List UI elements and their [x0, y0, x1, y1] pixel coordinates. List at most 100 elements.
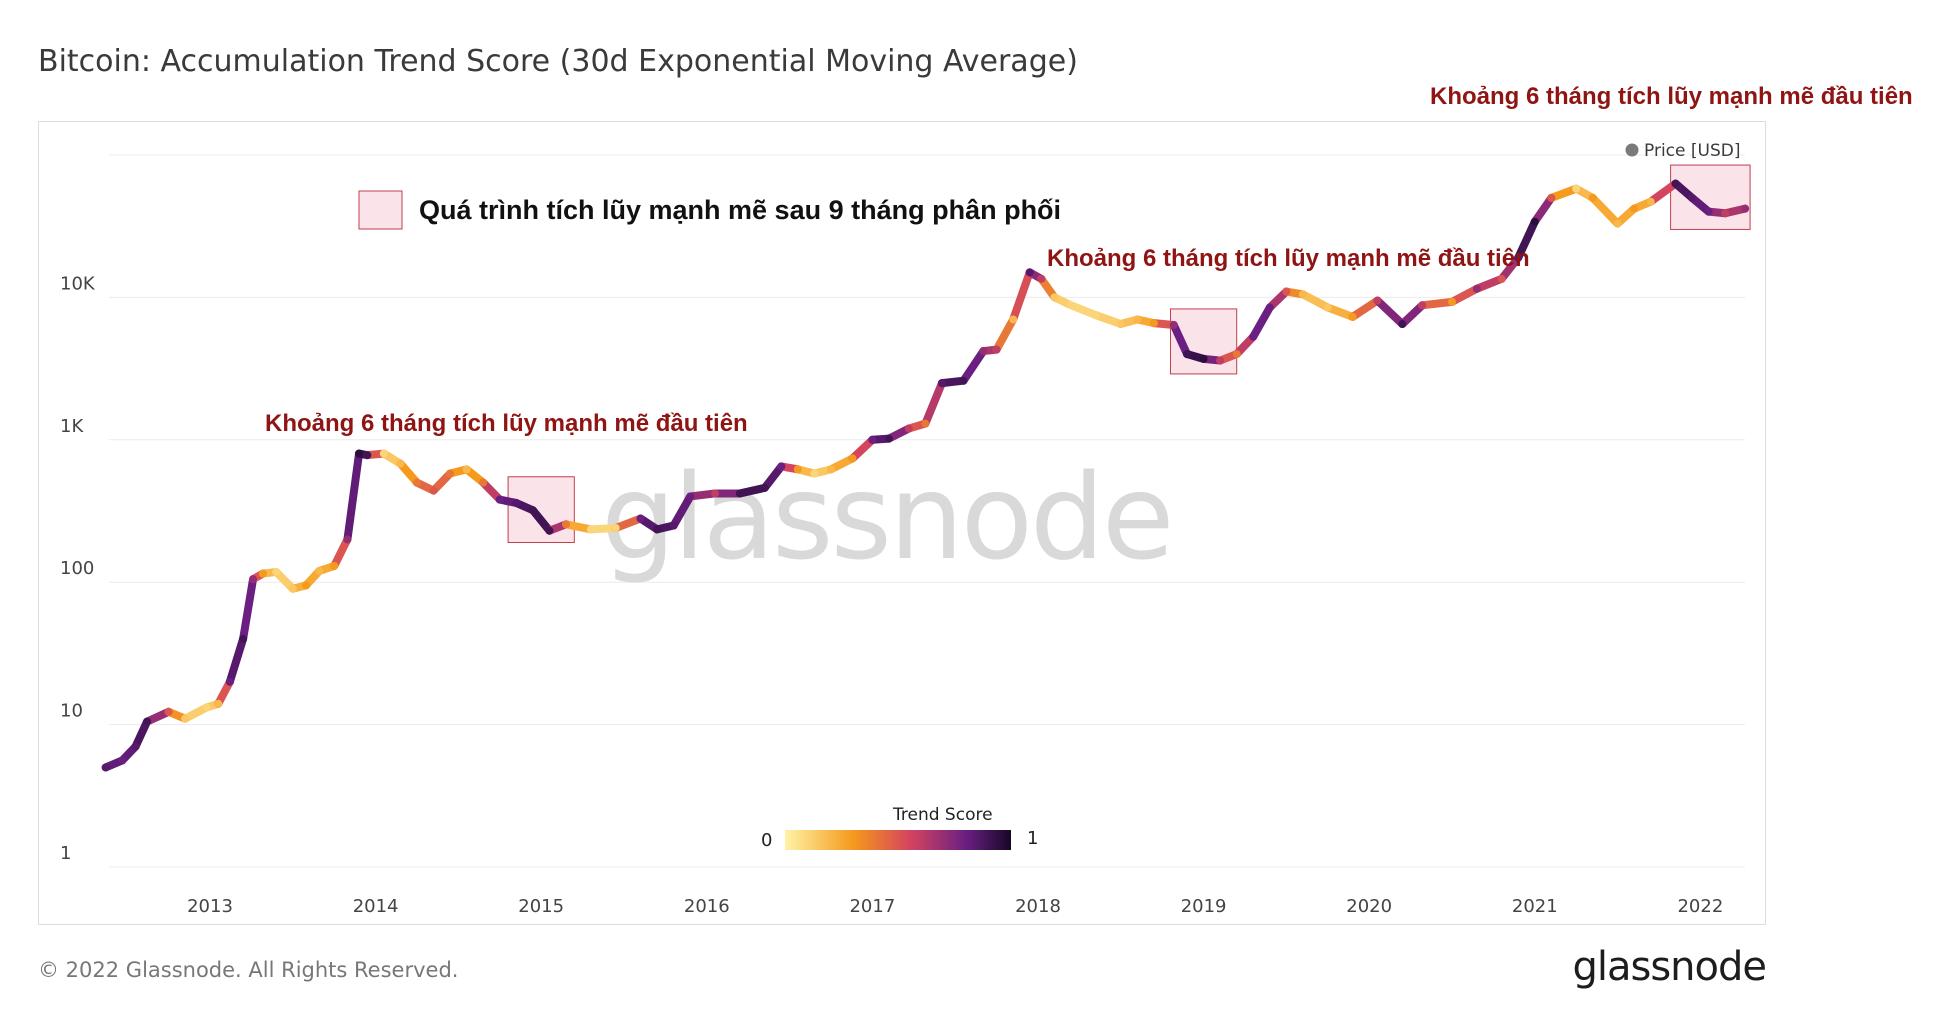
- price-point: [1037, 274, 1046, 283]
- price-point: [1249, 332, 1258, 341]
- price-segment: [1547, 184, 1581, 202]
- price-point: [181, 714, 190, 723]
- price-segment: [1298, 290, 1332, 312]
- price-segment: [1418, 297, 1456, 310]
- legend-swatch-highlight: [358, 190, 403, 230]
- price-point: [143, 717, 152, 726]
- price-segment: [1067, 301, 1100, 320]
- price-point: [611, 524, 620, 533]
- price-point: [1588, 193, 1597, 202]
- price-point: [101, 763, 110, 772]
- price-point: [1282, 287, 1291, 296]
- price-point: [1741, 204, 1750, 213]
- price-point: [1232, 350, 1241, 359]
- highlight-box: [1670, 164, 1751, 230]
- colorbar-title: Trend Score: [892, 805, 993, 825]
- price-segment: [1249, 303, 1274, 341]
- price-point: [396, 459, 405, 468]
- colorbar-min-label: 0: [761, 830, 772, 851]
- highlight-box: [507, 476, 575, 544]
- price-point: [1572, 184, 1581, 193]
- price-segment: [396, 459, 421, 487]
- price-segment: [1514, 217, 1539, 262]
- price-point: [636, 514, 645, 523]
- legend-label-price: Price [USD]: [1644, 141, 1740, 161]
- price-point: [258, 569, 267, 578]
- price-segment: [1232, 332, 1258, 359]
- price-point: [1448, 297, 1456, 306]
- price-point: [131, 742, 140, 751]
- price-point: [1646, 197, 1655, 206]
- price-point: [272, 567, 281, 576]
- price-segment: [343, 449, 364, 544]
- price-point: [686, 492, 695, 501]
- annotation-third: Khoảng 6 tháng tích lũy mạnh mẽ đầu tiên: [1430, 83, 1913, 110]
- price-point: [379, 449, 388, 458]
- price-segment: [735, 483, 769, 498]
- price-segment: [669, 492, 695, 530]
- price-segment: [1323, 303, 1357, 321]
- price-segment: [827, 454, 857, 474]
- price-point: [1116, 320, 1125, 329]
- x-tick-label: 2013: [187, 896, 233, 917]
- legend-box-label: Quá trình tích lũy mạnh mẽ sau 9 tháng p…: [419, 195, 1061, 225]
- price-point: [225, 677, 234, 686]
- price-point: [1613, 219, 1622, 228]
- price-segment: [1169, 320, 1192, 359]
- price-segment: [611, 514, 645, 533]
- annotation-first: Khoảng 6 tháng tích lũy mạnh mẽ đầu tiên: [265, 410, 748, 437]
- price-point: [545, 526, 554, 535]
- price-segment: [1588, 193, 1622, 228]
- price-segment: [959, 347, 988, 385]
- price-point: [343, 535, 352, 544]
- price-point: [1050, 293, 1059, 302]
- price-point: [1265, 303, 1274, 312]
- y-tick-label: 1: [60, 843, 71, 864]
- highlight-box: [1169, 308, 1238, 375]
- x-tick-label: 2022: [1677, 896, 1723, 917]
- price-segment: [1497, 253, 1523, 283]
- price-point: [495, 495, 504, 504]
- price-point: [1688, 193, 1697, 202]
- price-segment: [760, 462, 786, 492]
- price-segment: [562, 520, 595, 534]
- price-point: [479, 478, 488, 487]
- price-point: [1547, 193, 1556, 202]
- price-point: [1009, 315, 1018, 324]
- price-line: [101, 179, 1750, 772]
- price-segment: [1091, 311, 1125, 329]
- price-point: [1514, 253, 1523, 262]
- price-segment: [586, 524, 620, 534]
- footer-brand-logo: glassnode: [1572, 944, 1767, 990]
- x-tick-label: 2017: [849, 896, 895, 917]
- price-segment: [1348, 296, 1382, 321]
- price-point: [1373, 296, 1382, 305]
- price-point: [446, 469, 455, 478]
- price-point: [1530, 217, 1539, 226]
- price-point: [1298, 290, 1307, 299]
- x-tick-label: 2019: [1181, 896, 1227, 917]
- y-tick-label: 10: [60, 701, 83, 722]
- colorbar: [785, 830, 1011, 850]
- price-point: [904, 424, 913, 433]
- price-segment: [181, 703, 211, 723]
- colorbar-max-label: 1: [1027, 828, 1038, 849]
- price-point: [653, 525, 662, 534]
- annotation-second: Khoảng 6 tháng tích lũy mạnh mẽ đầu tiên: [1047, 245, 1530, 272]
- x-tick-label: 2016: [684, 896, 730, 917]
- price-point: [512, 498, 521, 507]
- price-point: [462, 465, 471, 474]
- price-point: [992, 345, 1001, 354]
- price-point: [827, 465, 835, 474]
- highlight-boxes: [507, 164, 1751, 544]
- price-segment: [1448, 284, 1481, 306]
- price-point: [1671, 179, 1680, 188]
- price-segment: [330, 535, 352, 570]
- price-segment: [1009, 268, 1034, 324]
- price-point: [249, 575, 258, 584]
- price-point: [315, 566, 324, 575]
- price-point: [669, 521, 678, 530]
- x-tick-label: 2015: [518, 896, 564, 917]
- price-point: [1025, 268, 1034, 277]
